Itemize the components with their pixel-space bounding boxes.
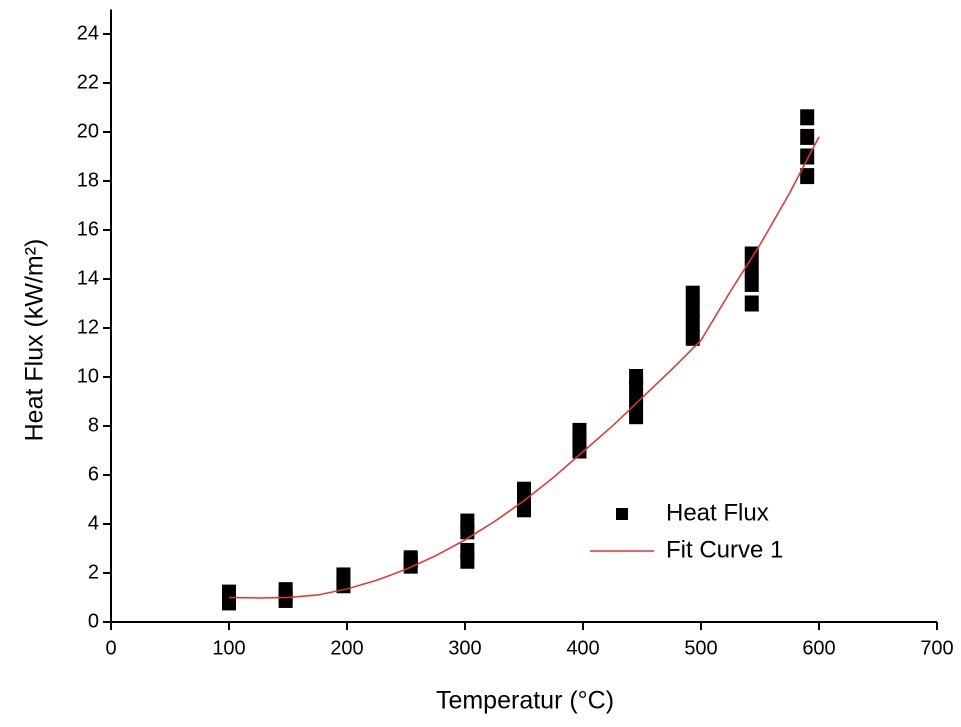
legend-marker bbox=[616, 508, 628, 520]
y-tick-label: 24 bbox=[77, 22, 99, 44]
y-tick-label: 0 bbox=[88, 610, 99, 632]
data-point bbox=[629, 408, 644, 425]
y-tick-label: 8 bbox=[88, 414, 99, 436]
x-tick-label: 300 bbox=[448, 637, 481, 659]
x-tick-label: 200 bbox=[330, 637, 363, 659]
data-point bbox=[278, 582, 293, 599]
y-tick-label: 10 bbox=[77, 365, 99, 387]
x-tick-label: 700 bbox=[920, 637, 953, 659]
y-tick-label: 18 bbox=[77, 169, 99, 191]
y-axis-label: Heat Flux (kW/m²) bbox=[21, 239, 49, 442]
data-point bbox=[800, 128, 815, 145]
fit-curve bbox=[228, 136, 820, 599]
x-tick-label: 600 bbox=[802, 637, 835, 659]
data-point bbox=[800, 168, 815, 185]
data-point bbox=[685, 315, 700, 332]
data-point bbox=[744, 295, 759, 312]
x-tick-label: 500 bbox=[684, 637, 717, 659]
data-point bbox=[685, 329, 700, 346]
y-tick-label: 6 bbox=[88, 463, 99, 485]
data-point bbox=[800, 109, 815, 126]
x-axis-label: Temperatur (°C) bbox=[436, 687, 614, 715]
y-tick-label: 14 bbox=[77, 267, 99, 289]
y-tick-label: 16 bbox=[77, 218, 99, 240]
data-point bbox=[629, 369, 644, 385]
data-point bbox=[572, 422, 587, 439]
y-tick-label: 22 bbox=[77, 71, 99, 93]
data-point bbox=[460, 542, 475, 559]
x-tick-label: 400 bbox=[566, 637, 599, 659]
x-tick-label: 100 bbox=[212, 637, 245, 659]
legend-label: Heat Flux bbox=[666, 499, 769, 526]
data-point bbox=[744, 261, 759, 278]
data-point bbox=[744, 275, 759, 292]
data-point bbox=[629, 393, 644, 410]
x-tick-label: 0 bbox=[105, 637, 116, 659]
data-point bbox=[403, 550, 418, 567]
data-point bbox=[222, 584, 236, 601]
data-point bbox=[517, 481, 531, 498]
y-tick-label: 20 bbox=[77, 120, 99, 142]
data-point bbox=[685, 285, 700, 302]
y-tick-label: 2 bbox=[88, 561, 99, 583]
data-point bbox=[744, 246, 759, 263]
data-point bbox=[460, 513, 475, 530]
legend-label: Fit Curve 1 bbox=[666, 536, 783, 563]
y-tick-label: 12 bbox=[77, 316, 99, 338]
data-point bbox=[685, 300, 700, 317]
data-point bbox=[336, 567, 351, 584]
y-tick-label: 4 bbox=[88, 512, 99, 534]
